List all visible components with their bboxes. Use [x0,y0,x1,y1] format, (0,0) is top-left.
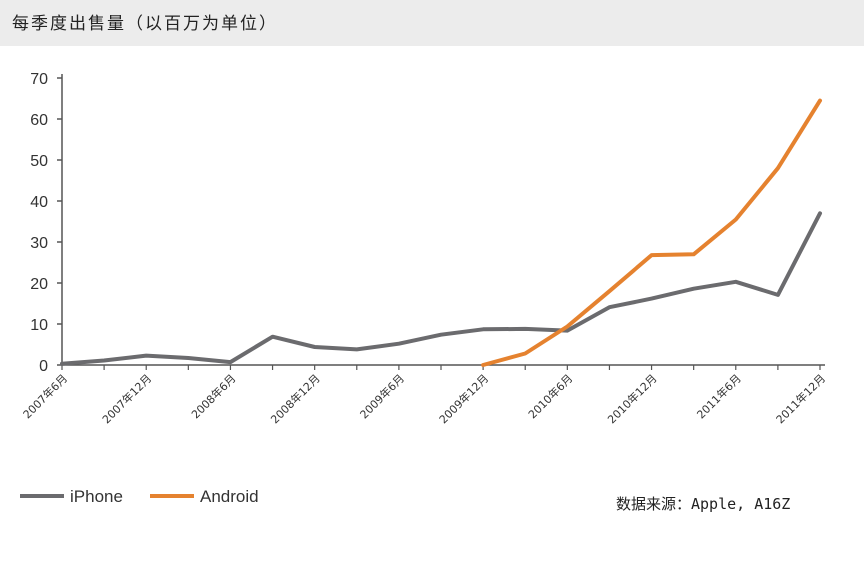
title-bar: 每季度出售量（以百万为单位） [0,0,864,46]
chart-title: 每季度出售量（以百万为单位） [12,14,278,34]
x-tick-label: 2007年6月 [20,371,70,421]
x-tick-label: 2007年12月 [99,371,154,426]
series-line-android [481,98,822,367]
y-tick-label: 40 [30,194,48,211]
legend-label-android: Android [200,487,259,506]
legend: iPhone Android [20,487,259,506]
x-tick-label: 2011年12月 [773,371,828,426]
y-axis: 0 10 20 30 40 50 60 70 [30,71,63,375]
x-tick-label: 2010年6月 [525,371,575,421]
x-tick-label: 2008年6月 [188,371,238,421]
y-tick-label: 50 [30,153,48,170]
series-line-iphone [60,211,822,366]
x-tick-label: 2011年6月 [694,371,744,421]
legend-label-iphone: iPhone [70,487,123,506]
y-tick-label: 0 [39,358,48,375]
y-tick-label: 70 [30,71,48,88]
y-tick-label: 20 [30,276,48,293]
x-tick-label: 2008年12月 [268,371,323,426]
series-layer [60,98,822,367]
x-axis: 2007年6月 2007年12月 2008年6月 2008年12月 2009年6月 200… [20,364,828,426]
y-tick-label: 30 [30,235,48,252]
x-tick-label: 2010年12月 [605,371,660,426]
y-tick-label: 10 [30,317,48,334]
y-tick-label: 60 [30,112,48,129]
x-tick-label: 2009年12月 [436,371,491,426]
x-tick-label: 2009年6月 [357,371,407,421]
source-note: 数据来源：Apple, A16Z [616,495,791,513]
